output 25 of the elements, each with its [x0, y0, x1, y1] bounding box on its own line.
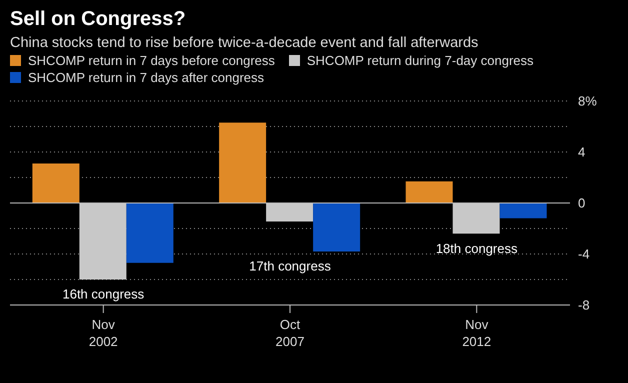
bar: [79, 203, 126, 280]
y-tick-label: 8%: [578, 94, 598, 109]
x-tick-label: Nov 2012: [462, 317, 492, 349]
y-tick-label: 4: [578, 144, 586, 160]
annotation: 18th congress: [436, 240, 518, 256]
chart-subtitle: China stocks tend to rise before twice-a-decade event and fall afterwards: [10, 35, 480, 51]
bar: [32, 163, 80, 203]
y-tick-label: 0: [578, 196, 586, 211]
bar: [406, 181, 453, 203]
annotation: 17th congress: [249, 258, 332, 274]
legend-label: SHCOMP return during 7-day congress: [306, 53, 534, 68]
bar: [313, 203, 360, 252]
legend-label: SHCOMP return in 7 days after congress: [28, 70, 264, 85]
x-tick-label: Oct 2007: [276, 317, 304, 349]
bar: [266, 203, 314, 222]
bar: [219, 122, 266, 203]
y-tick-label: -4: [578, 246, 590, 262]
annotation: 16th congress: [62, 286, 145, 302]
bar: [500, 203, 547, 218]
bar: [452, 203, 500, 234]
y-tick-label: -8: [578, 298, 590, 313]
bar: [126, 203, 174, 263]
legend-label: SHCOMP return in 7 days before congress: [28, 53, 275, 68]
x-tick-label: Nov 2002: [88, 317, 118, 349]
chart-title: Sell on Congress?: [10, 8, 187, 31]
